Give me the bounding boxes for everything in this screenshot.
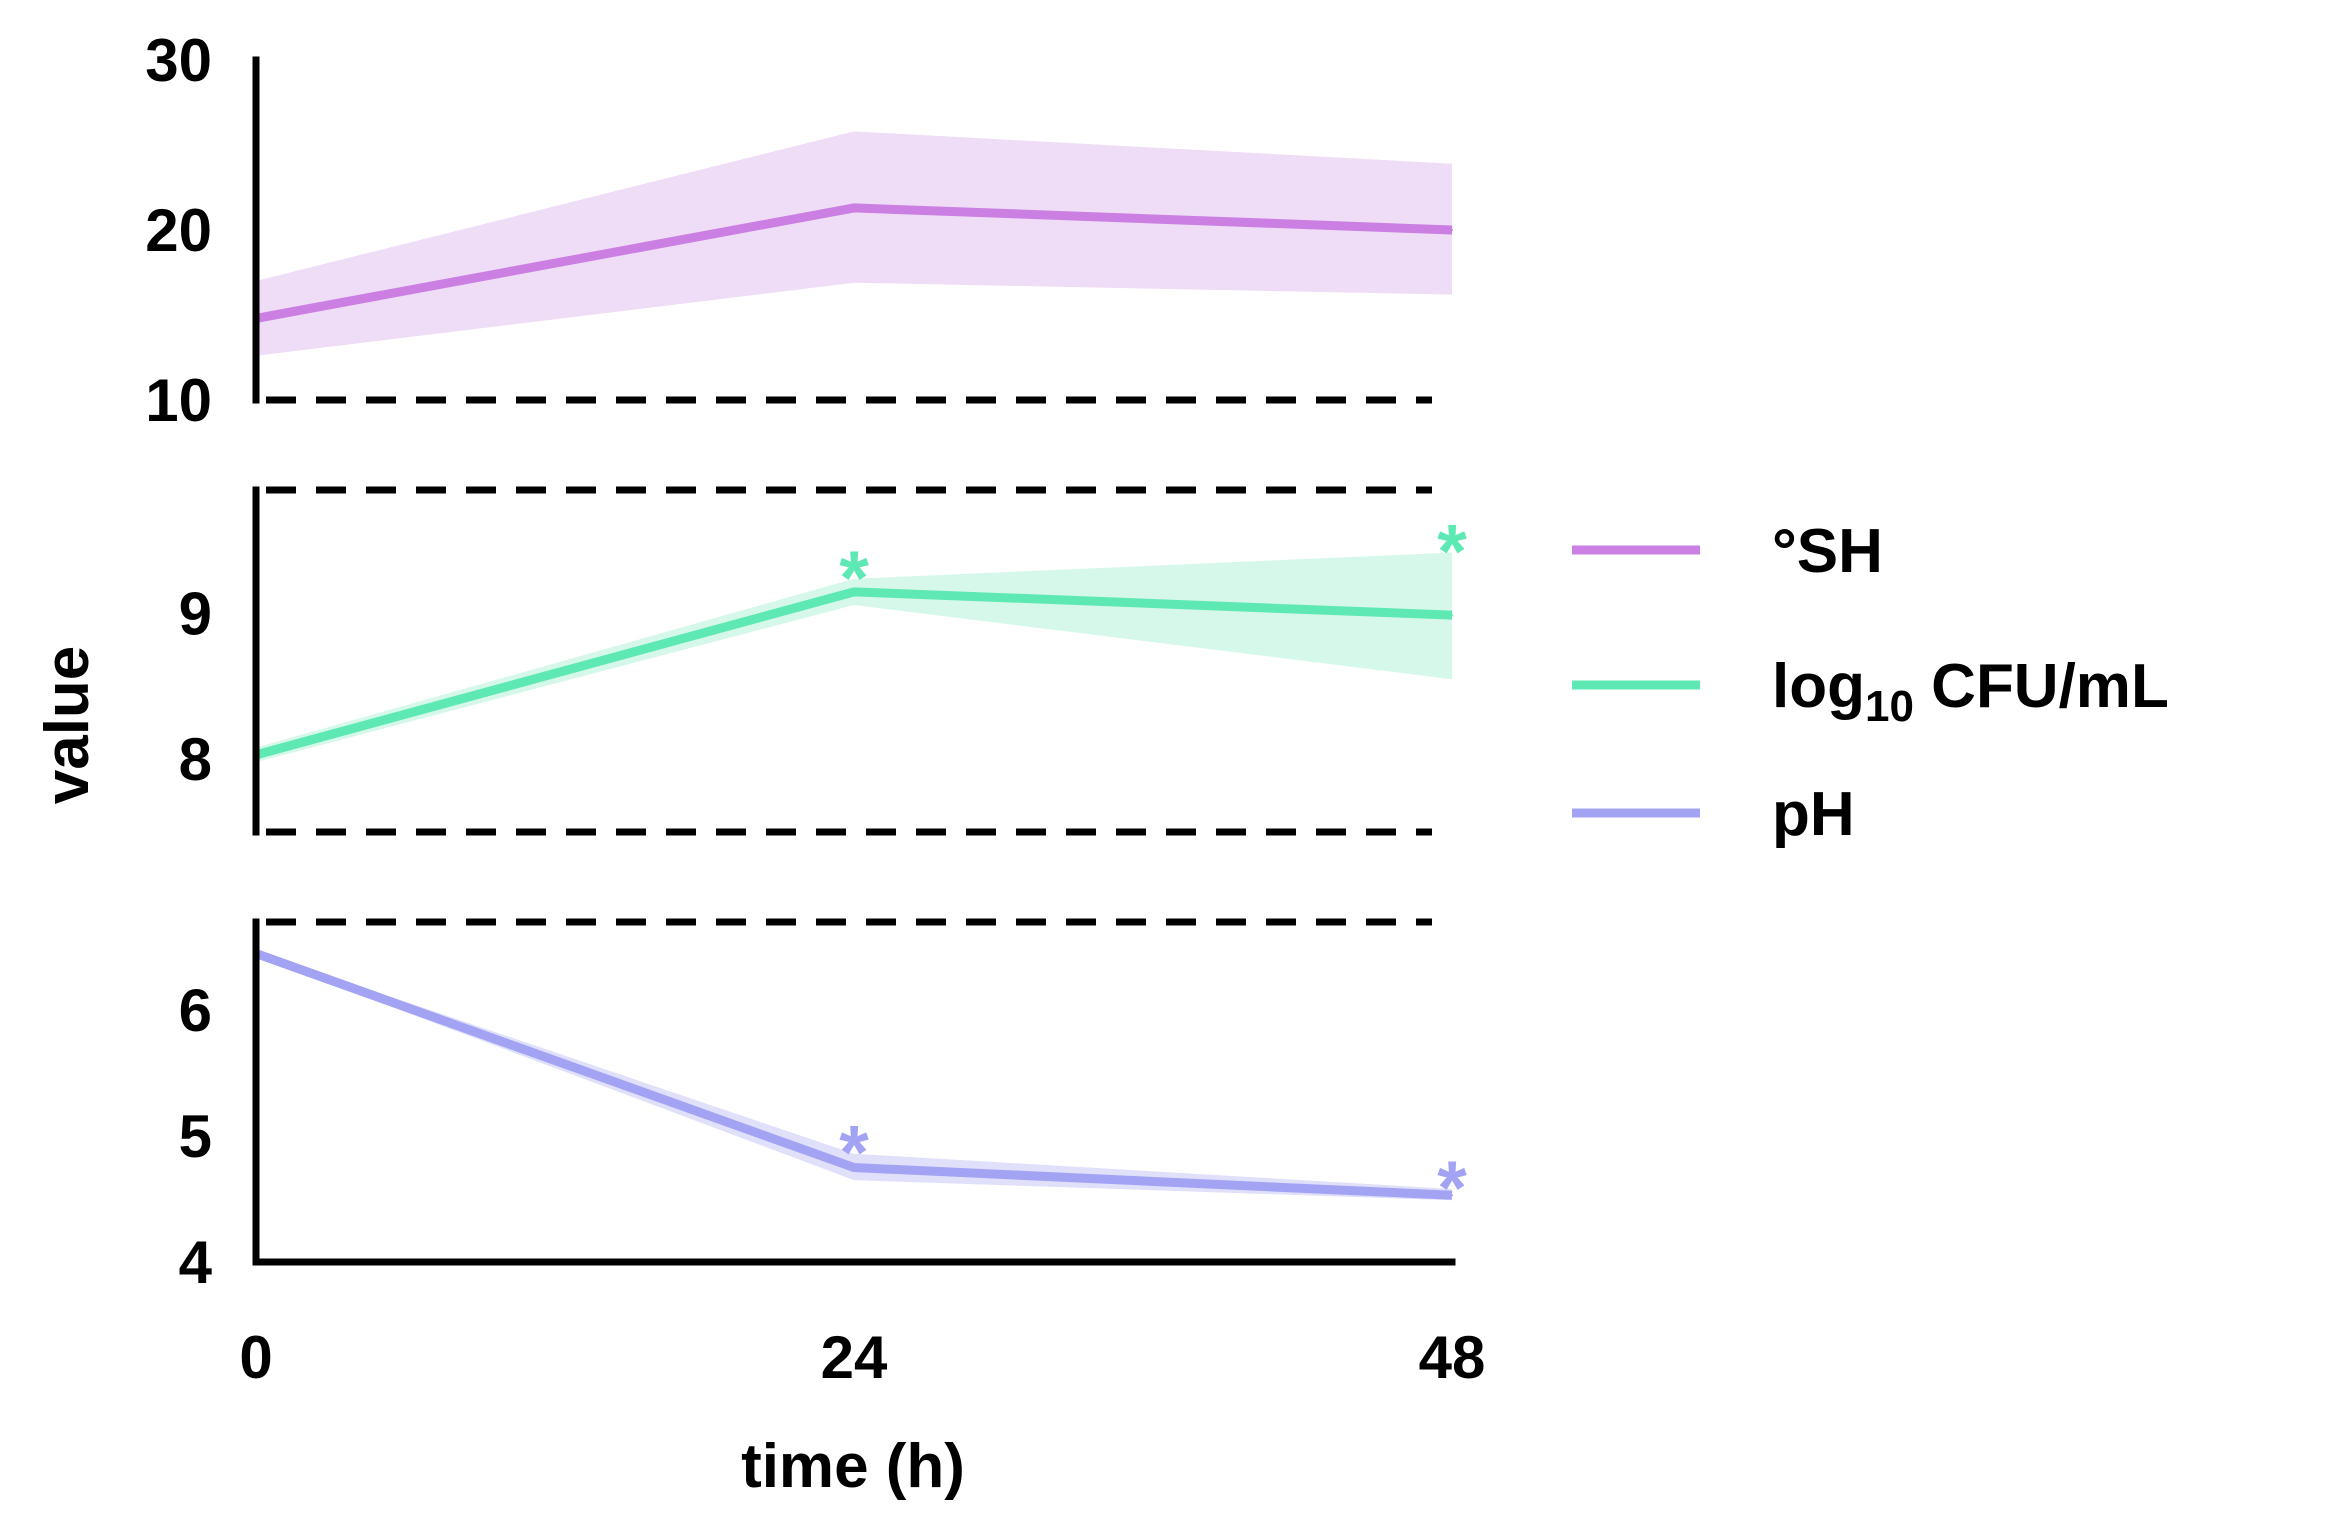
confidence-bands — [256, 131, 1452, 1201]
data-point — [1451, 229, 1453, 231]
x-tick-label: 48 — [1419, 1324, 1486, 1391]
data-point — [853, 590, 855, 593]
legend-label: °SH — [1772, 517, 1883, 586]
y-tick-label: 5 — [179, 1103, 212, 1170]
significance-star: * — [839, 536, 869, 621]
tick-labels: 10 20 30 8 9 4 5 6 0 24 48 — [145, 27, 1485, 1391]
significance-star: * — [1437, 1146, 1467, 1231]
data-point — [853, 206, 855, 209]
significance-star: * — [1437, 510, 1467, 595]
data-point — [1451, 1194, 1453, 1197]
data-point — [1451, 614, 1453, 617]
significance-markers: * * * * — [839, 510, 1467, 1231]
y-tick-label: 10 — [145, 367, 212, 434]
y-tick-label: 4 — [179, 1229, 213, 1296]
y-tick-label: 8 — [179, 726, 212, 793]
y-tick-label: 20 — [145, 197, 212, 264]
y-tick-label: 30 — [145, 27, 212, 94]
y-axis-title: value — [33, 646, 102, 805]
y-tick-label: 9 — [179, 581, 212, 648]
legend-label: log10 CFU/mL — [1772, 652, 2169, 731]
series-lines — [254, 203, 1453, 1200]
band-0 — [256, 131, 1452, 356]
x-tick-label: 24 — [821, 1324, 888, 1391]
x-tick-label: 0 — [239, 1324, 272, 1391]
axes — [252, 56, 1456, 1266]
legend-label: pH — [1772, 780, 1855, 849]
data-point — [853, 1166, 855, 1169]
x-axis-title: time (h) — [741, 1432, 965, 1501]
y-tick-label: 6 — [179, 977, 212, 1044]
significance-star: * — [839, 1111, 869, 1196]
legend: °SH log10 CFU/mL pH — [1572, 517, 2169, 849]
